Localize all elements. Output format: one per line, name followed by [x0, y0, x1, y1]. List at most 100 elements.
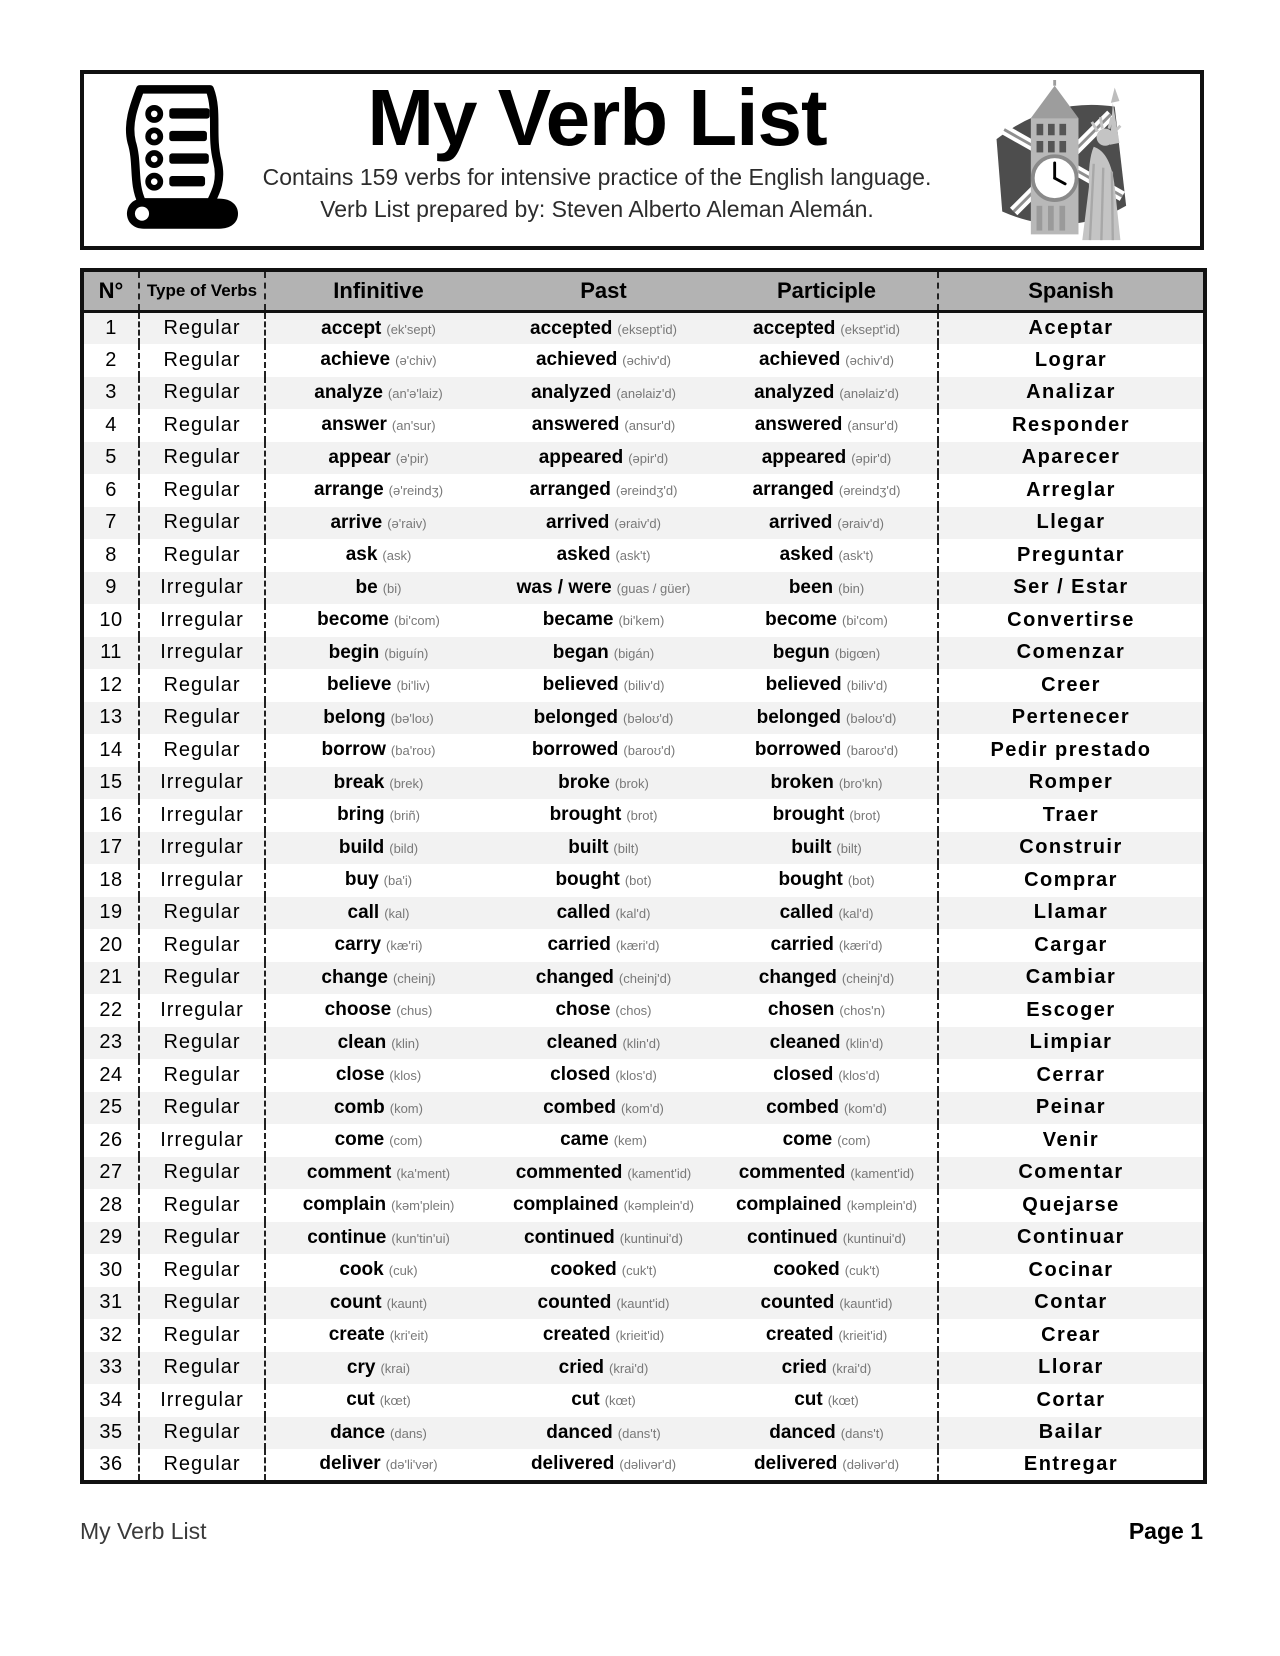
verb-phonetic: (brek) — [389, 775, 424, 791]
verb-phonetic: (ba'i) — [383, 873, 413, 889]
footer-document-name: My Verb List — [80, 1518, 207, 1544]
cell-spanish: Cambiar — [937, 961, 1205, 994]
verb-word: closed — [773, 1064, 834, 1086]
cell-spanish: Traer — [937, 799, 1205, 832]
verb-word: close — [335, 1064, 385, 1086]
big-ben-statue-of-liberty-illustration — [996, 80, 1127, 241]
cell-number: 28 — [99, 1193, 123, 1216]
verb-word: become — [317, 609, 389, 631]
verb-word: changed — [535, 966, 614, 988]
verb-word: change — [321, 966, 388, 988]
table-row: 34 Irregular cut (kœt) cut (kœt) cut (kœt) Corta… — [82, 1384, 1205, 1417]
cell-number: 22 — [99, 998, 123, 1021]
cell-number: 11 — [100, 641, 122, 664]
cell-participle: believed (biliv'd) — [716, 669, 938, 702]
cell-spanish: Creer — [937, 669, 1205, 702]
verb-phonetic: (bigán) — [613, 645, 655, 661]
verb-word: arranged — [529, 479, 611, 501]
verb-phonetic: (cuk't) — [844, 1263, 880, 1279]
cell-infinitive: come (com) — [264, 1124, 491, 1157]
cell-infinitive: count (kaunt) — [264, 1286, 491, 1319]
cell-infinitive: arrive (ə'raiv) — [264, 506, 491, 539]
table-row: 36 Regular deliver (də'li'vər) delivered (dəl… — [82, 1449, 1205, 1482]
verb-phonetic: (əpir'd) — [628, 450, 669, 466]
cell-type: Regular — [138, 1416, 265, 1449]
verb-word: cooked — [550, 1259, 617, 1281]
verb-table-container: N° Type of Verbs Infinitive Past Participle S… — [80, 268, 1207, 1484]
verb-phonetic: (baroʊ'd) — [846, 743, 899, 759]
verb-word: cook — [339, 1259, 384, 1281]
verb-phonetic: (kəmplein'd) — [623, 1198, 694, 1214]
cell-past: changed (cheinj'd) — [491, 962, 716, 995]
verb-word: come — [334, 1129, 385, 1151]
table-row: 15 Irregular break (brek) broke (brok) broken(… — [82, 766, 1205, 799]
verb-word: belong — [323, 706, 386, 728]
cell-type: Regular — [138, 311, 265, 344]
cell-participle: asked (ask't) — [716, 539, 938, 572]
cell-number: 24 — [99, 1063, 123, 1086]
verb-word: appeared — [538, 446, 624, 468]
verb-phonetic: (ə'pir) — [395, 450, 429, 466]
cell-number: 6 — [105, 478, 117, 501]
verb-phonetic: (krai) — [380, 1360, 411, 1376]
cell-participle: counted (kaunt'id) — [716, 1287, 938, 1320]
verb-phonetic: (ek'sept) — [386, 321, 436, 337]
table-row: 3 Regular analyze (an'ə'laiz) analyzed (anəla… — [82, 376, 1205, 410]
verb-phonetic: (klos'd) — [615, 1068, 657, 1084]
verb-phonetic: (kəm'plein) — [391, 1198, 455, 1214]
cell-spanish: Cargar — [937, 929, 1205, 962]
verb-phonetic: (ə'chiv) — [395, 353, 437, 369]
cell-past: cooked (cuk't) — [491, 1254, 716, 1287]
cell-type: Regular — [138, 376, 265, 409]
verb-phonetic: (bi'com) — [841, 613, 888, 629]
verb-word: appeared — [761, 446, 847, 468]
cell-number: 10 — [99, 608, 123, 631]
cell-past: appeared (əpir'd) — [491, 442, 716, 475]
table-row: 19 Regular call (kal) called (kal'd) called (ka… — [82, 896, 1205, 930]
verb-phonetic: (anəlaiz'd) — [616, 385, 676, 401]
cell-participle: cleaned (klin'd) — [716, 1027, 938, 1060]
verb-word: arrive — [330, 511, 383, 533]
verb-phonetic: (ask) — [382, 548, 412, 564]
cell-number: 9 — [105, 576, 117, 599]
cell-type: Regular — [138, 1091, 265, 1124]
verb-word: deliver — [319, 1453, 381, 1475]
cell-past: closed (klos'd) — [491, 1059, 716, 1092]
cell-spanish: Pertenecer — [937, 701, 1205, 734]
verb-phonetic: (an'ə'laiz) — [387, 385, 443, 401]
verb-word: answered — [531, 414, 620, 436]
verb-phonetic: (bin) — [838, 580, 865, 596]
verb-word: belonged — [756, 706, 842, 728]
verb-phonetic: (bigœn) — [834, 645, 881, 661]
verb-word: become — [765, 609, 837, 631]
verb-word: be — [355, 576, 378, 598]
verb-phonetic: (baroʊ'd) — [623, 743, 676, 759]
cell-participle: combed (kom'd) — [716, 1092, 938, 1125]
verb-word: believed — [765, 674, 842, 696]
verb-word: analyze — [314, 381, 383, 403]
cell-spanish: Venir — [937, 1124, 1205, 1157]
verb-word: carry — [334, 934, 382, 956]
cell-number: 29 — [99, 1226, 123, 1249]
verb-phonetic: (guas / güer) — [616, 580, 691, 596]
verb-word: called — [779, 901, 834, 923]
verb-word: cut — [346, 1389, 375, 1411]
cell-type: Irregular — [138, 636, 265, 669]
table-row: 32 Regular create (kri'eit) created (krieit'i… — [82, 1319, 1205, 1352]
verb-word: cut — [571, 1389, 600, 1411]
cell-infinitive: comb (kom) — [264, 1091, 491, 1124]
verb-word: been — [788, 576, 834, 598]
col-header-number: N° — [82, 270, 139, 313]
header-text-block: My Verb List Contains 159 verbs for inte… — [244, 75, 950, 225]
table-row: 9 Irregular be (bi) was / were (guas / güer) b… — [82, 571, 1205, 604]
cell-infinitive: buy (ba'i) — [264, 864, 491, 897]
cell-past: delivered (dəlivər'd) — [491, 1449, 716, 1482]
cell-participle: analyzed (anəlaiz'd) — [716, 377, 938, 410]
verb-phonetic: (bi'liv) — [396, 678, 430, 694]
cell-participle: bought (bot) — [716, 864, 938, 897]
verb-word: came — [560, 1129, 609, 1151]
cell-participle: called (kal'd) — [716, 897, 938, 930]
cell-past: brought (brot) — [491, 799, 716, 832]
verb-phonetic: (cuk) — [388, 1263, 418, 1279]
